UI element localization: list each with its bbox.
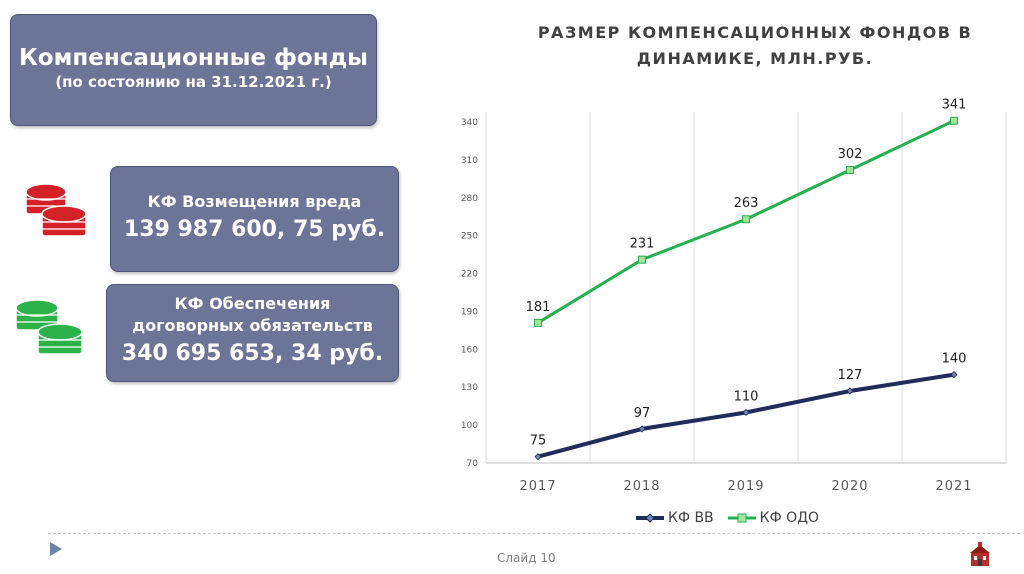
green-coins-icon — [15, 299, 83, 355]
chart-title-line-2: ДИНАМИКЕ, МЛН.РУБ. — [636, 49, 874, 68]
data-label: 231 — [630, 237, 655, 252]
data-label: 97 — [634, 406, 651, 421]
data-point — [534, 453, 542, 461]
y-tick-label: 100 — [461, 421, 478, 431]
data-label: 140 — [942, 352, 967, 367]
y-tick-label: 190 — [461, 307, 478, 317]
x-tick-label: 2018 — [623, 479, 660, 494]
slide-number: Слайд 10 — [497, 551, 556, 565]
red-coins-icon — [25, 183, 87, 237]
x-tick-label: 2021 — [935, 479, 972, 494]
legend-item: КФ ОДО — [727, 510, 820, 526]
fund-vv-amount: 139 987 600, 75 руб. — [123, 217, 386, 242]
legend-swatch — [727, 513, 756, 523]
y-tick-label: 250 — [461, 232, 478, 242]
fund-vv-box: КФ Возмещения вреда 139 987 600, 75 руб. — [110, 166, 399, 272]
data-point — [534, 318, 542, 327]
chart-legend: КФ ВВ КФ ОДО — [636, 510, 819, 526]
fund-odo-amount: 340 695 653, 34 руб. — [121, 341, 384, 366]
y-tick-label: 160 — [461, 345, 478, 355]
data-point — [638, 425, 646, 433]
fund-vv-label: КФ Возмещения вреда — [147, 192, 362, 211]
fund-odo-label-1: КФ Обеспечения — [174, 294, 331, 313]
data-label: 75 — [530, 434, 547, 449]
play-arrow-icon[interactable] — [50, 542, 62, 556]
title-main: Компенсационные фонды — [19, 45, 368, 71]
x-tick-label: 2017 — [519, 479, 556, 494]
building-logo-icon — [970, 542, 990, 566]
data-point — [950, 371, 958, 379]
y-tick-label: 340 — [461, 118, 478, 128]
x-tick-label: 2019 — [727, 479, 764, 494]
data-label: 341 — [942, 98, 967, 113]
legend-label: КФ ВВ — [668, 510, 714, 526]
data-label: 263 — [734, 196, 759, 211]
data-label: 181 — [526, 300, 551, 315]
y-tick-label: 130 — [461, 383, 478, 393]
y-tick-label: 310 — [461, 156, 478, 166]
y-tick-label: 220 — [461, 270, 478, 280]
chart-title-line-1: РАЗМЕР КОМПЕНСАЦИОННЫХ ФОНДОВ В — [537, 23, 973, 42]
x-tick-label: 2020 — [831, 479, 868, 494]
data-point — [742, 408, 750, 417]
data-label: 302 — [838, 147, 863, 162]
title-box: Компенсационные фонды (по состоянию на 3… — [10, 14, 377, 126]
legend-swatch — [636, 513, 664, 523]
fund-odo-box: КФ Обеспечения договорных обязательств 3… — [106, 284, 399, 382]
y-tick-label: 280 — [461, 194, 478, 204]
legend-item: КФ ВВ — [636, 510, 714, 526]
data-label: 127 — [838, 368, 863, 383]
footer-divider — [48, 533, 1020, 534]
data-point — [846, 387, 854, 395]
legend-label: КФ ОДО — [759, 510, 820, 526]
data-point — [742, 215, 750, 224]
data-point — [950, 116, 958, 125]
data-label: 110 — [734, 389, 759, 404]
line-chart: 70 100 130 160 190 220 250 280 310 340 2017 2018 201… — [461, 98, 1007, 494]
chart-title: РАЗМЕР КОМПЕНСАЦИОННЫХ ФОНДОВ В ДИНАМИКЕ… — [520, 20, 990, 72]
fund-odo-label-2: договорных обязательств — [132, 316, 373, 335]
data-point — [638, 255, 646, 264]
title-sub: (по состоянию на 31.12.2021 г.) — [55, 73, 332, 91]
data-point — [846, 165, 854, 174]
y-tick-label: 70 — [467, 459, 479, 469]
